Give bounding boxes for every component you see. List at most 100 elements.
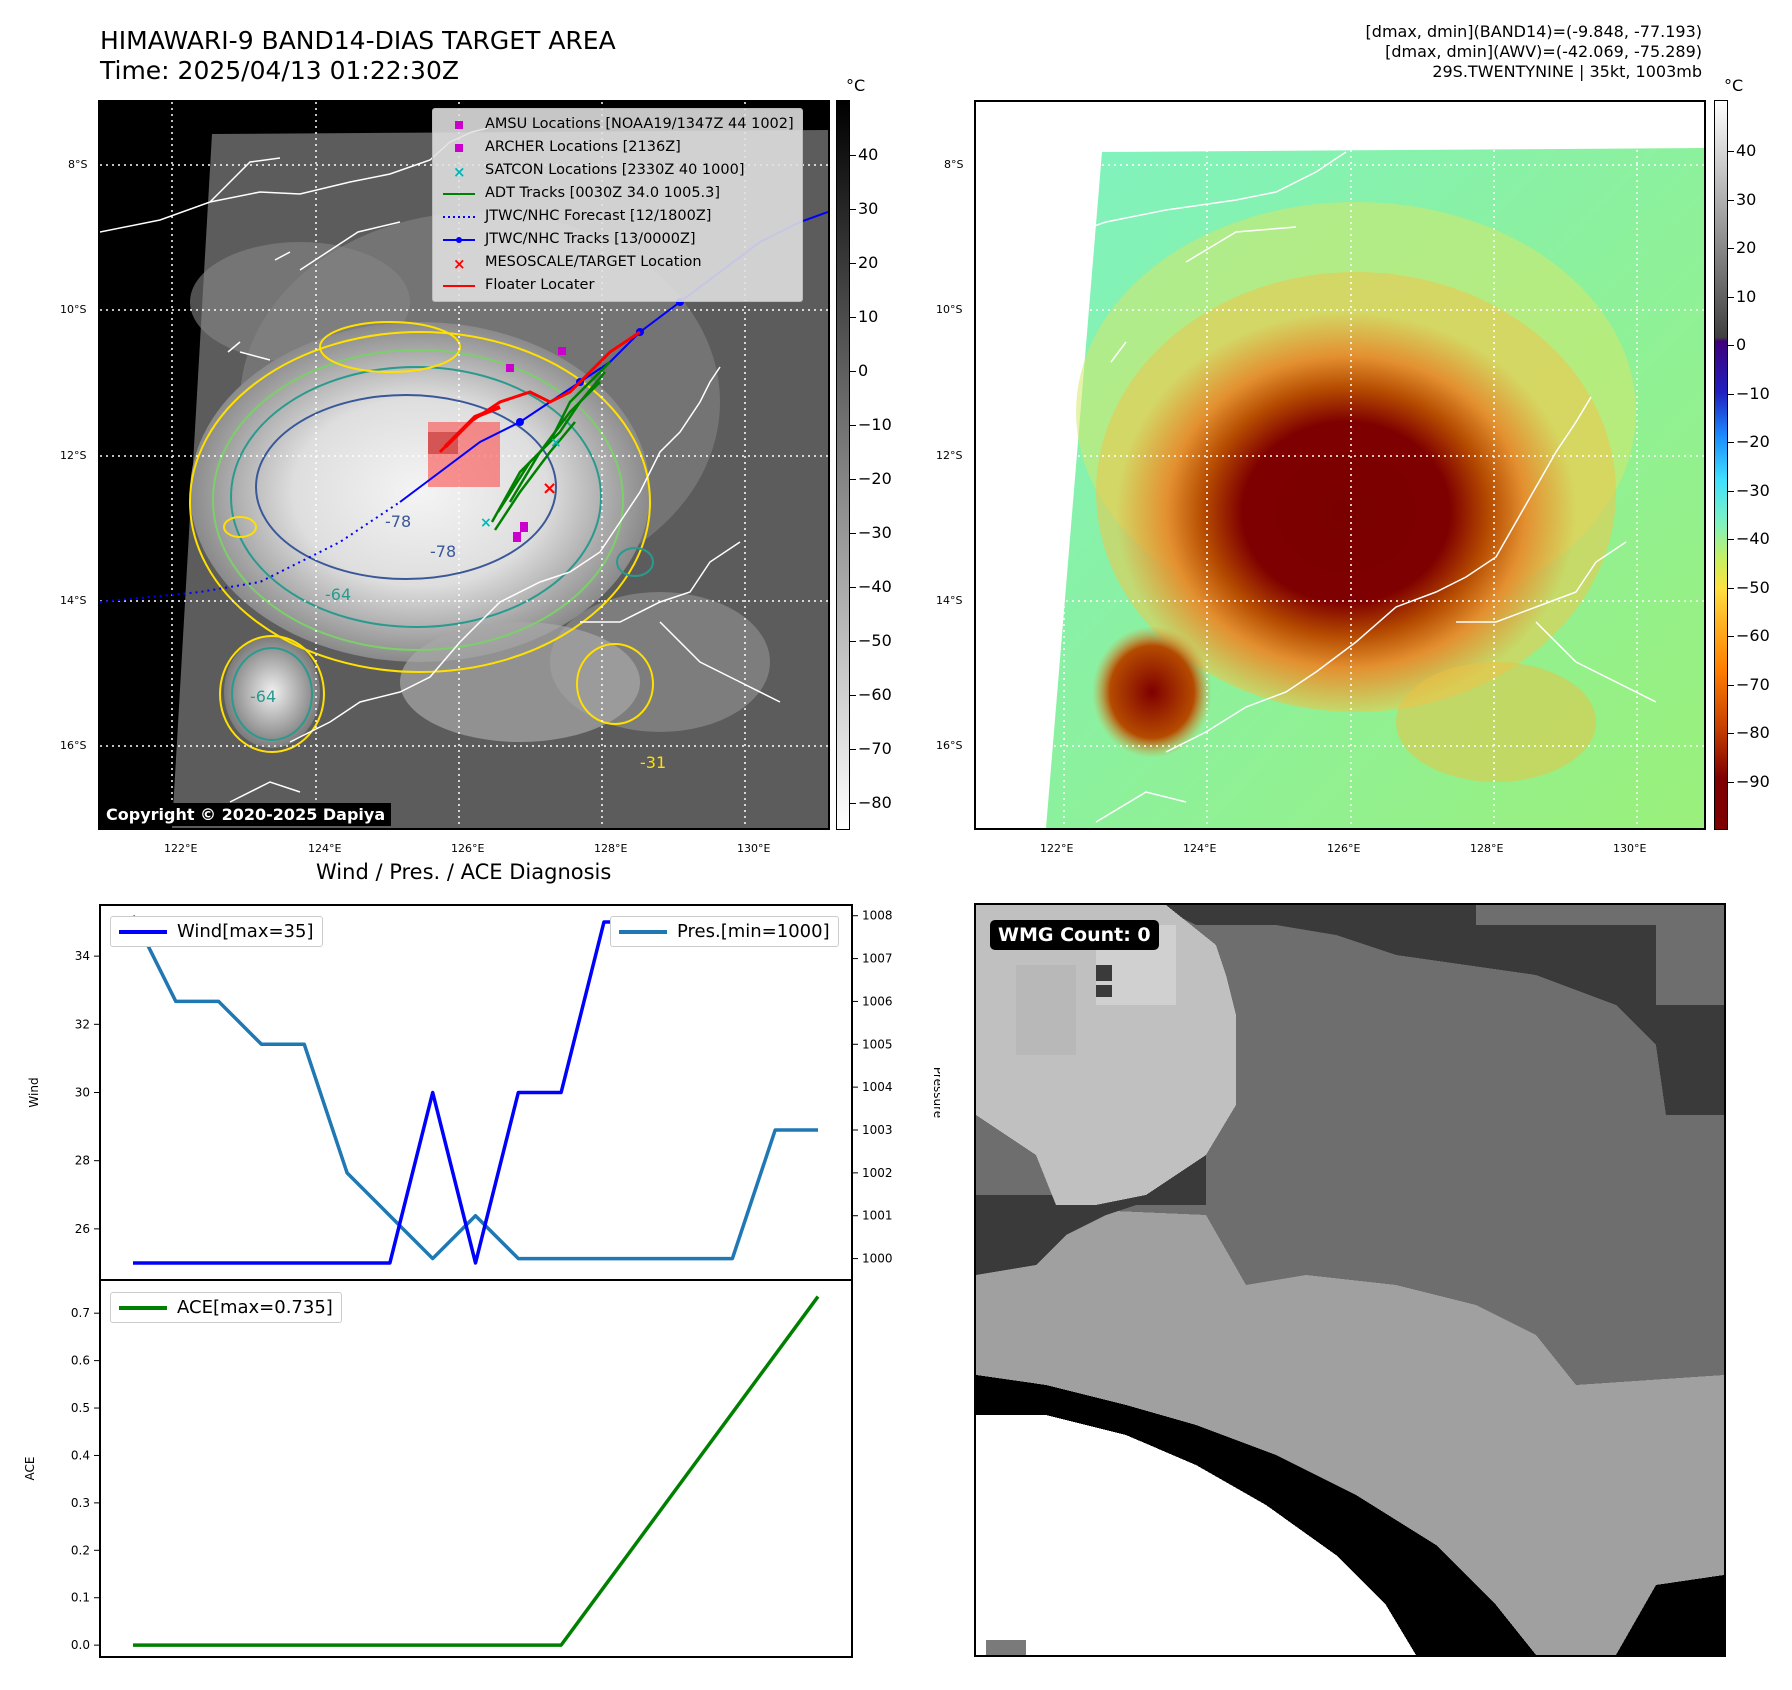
info-line-3: 29S.TWENTYNINE | 35kt, 1003mb <box>1432 62 1702 81</box>
awv-colorbar-tickmark <box>1728 684 1734 686</box>
awv-colorbar-tick: 30 <box>1736 189 1757 209</box>
awv-colorbar-tickmark <box>1728 151 1734 152</box>
ace-tick-label: 0.3 <box>71 1496 90 1510</box>
ir-legend: AMSU Locations [NOAA19/1347Z 44 1002] AR… <box>432 108 803 302</box>
wind-tick-label: 26 <box>75 1222 90 1236</box>
awv-map-panel <box>974 100 1706 830</box>
ir-colorbar-tickmark <box>850 155 856 156</box>
awv-core <box>1116 312 1576 712</box>
ir-colorbar-tickmark <box>850 641 856 642</box>
ir-colorbar-tickmark <box>850 209 856 210</box>
awv-colorbar-tick: −40 <box>1736 529 1770 548</box>
wind-pressure-axes <box>99 904 853 1281</box>
ir-colorbar-tickmark <box>850 749 856 750</box>
awv-colorbar-tickmark <box>1728 490 1734 492</box>
awv-colorbar-tick: −30 <box>1736 480 1770 500</box>
awv-colorbar-tick: −80 <box>1736 723 1770 742</box>
legend-item-adt: ADT Tracks [0030Z 34.0 1005.3] <box>441 182 794 205</box>
mesoscale-target-marker: × <box>542 478 557 499</box>
pressure-tick-label: 1000 <box>862 1252 893 1266</box>
awv-colorbar-tick: −60 <box>1736 626 1770 645</box>
legend-item-archer: ARCHER Locations [2136Z] <box>441 136 794 159</box>
awv-map-svg <box>976 102 1704 828</box>
ir-lat-tick: 8°S <box>68 158 88 171</box>
ir-lat-tick: 12°S <box>60 449 87 462</box>
awv-lon-tick: 126°E <box>1327 842 1361 855</box>
ir-colorbar-tick: −40 <box>858 577 892 596</box>
amsu-marker <box>506 364 514 372</box>
awv-lat-tick: 10°S <box>936 303 963 316</box>
pressure-tick-label: 1003 <box>862 1123 893 1137</box>
awv-colorbar-unit: °C <box>1724 76 1744 95</box>
awv-lat-tick: 14°S <box>936 594 963 607</box>
contour-label-4: -64 <box>250 687 276 706</box>
ir-colorbar-tick: −20 <box>858 469 892 488</box>
pressure-legend: Pres.[min=1000] <box>610 916 839 947</box>
awv-colorbar-tickmark <box>1728 587 1734 589</box>
wind-series-line <box>133 920 818 1265</box>
ace-tick-label: 0.5 <box>71 1401 90 1415</box>
legend-item-satcon: × SATCON Locations [2330Z 40 1000] <box>441 159 794 182</box>
ir-lat-tick: 10°S <box>60 303 87 316</box>
wmg-svg <box>976 905 1724 1655</box>
ir-map-panel: -78 -78 -64 -64 -31 <box>98 100 830 830</box>
ir-colorbar-tickmark <box>850 371 856 372</box>
pressure-tick-label: 1001 <box>862 1209 893 1223</box>
awv-graticule <box>976 102 1704 828</box>
info-line-1: [dmax, dmin](BAND14)=(-9.848, -77.193) <box>1365 22 1702 41</box>
ace-tick-label: 0.7 <box>71 1306 90 1320</box>
wind-tick-label: 28 <box>75 1154 90 1168</box>
ir-colorbar-tick: −30 <box>858 523 892 542</box>
archer-marker <box>558 347 566 355</box>
pressure-tick-label: 1005 <box>862 1037 893 1051</box>
pressure-series-line <box>131 914 818 1261</box>
awv-colorbar-tickmark <box>1728 539 1734 540</box>
diagnosis-title: Wind / Pres. / ACE Diagnosis <box>316 860 612 884</box>
wind-tick-label: 30 <box>75 1086 90 1100</box>
pressure-tick-label: 1008 <box>862 909 893 923</box>
awv-colorbar-tick: 20 <box>1736 238 1757 257</box>
legend-line-icon <box>119 929 167 934</box>
legend-square-icon <box>455 120 463 129</box>
ir-colorbar-tick: 10 <box>858 307 879 326</box>
ir-colorbar-tickmark <box>850 695 856 696</box>
ace-tick-label: 0.6 <box>71 1354 90 1368</box>
awv-colorbar-tickmark <box>1728 733 1734 734</box>
pressure-tick-label: 1004 <box>862 1080 893 1094</box>
contour-label-1: -78 <box>385 512 411 531</box>
ace-axes <box>99 1279 853 1658</box>
ir-colorbar-tick: −80 <box>858 793 892 812</box>
awv-colorbar-tickmark <box>1728 199 1734 201</box>
awv-lon-tick: 130°E <box>1613 842 1647 855</box>
awv-colorbar-tickmark <box>1728 442 1734 443</box>
awv-colorbar-tickmark <box>1728 636 1734 637</box>
legend-line-icon <box>619 929 667 934</box>
ir-colorbar-tickmark <box>850 425 856 426</box>
ir-colorbar-tickmark <box>850 587 856 588</box>
legend-x-icon: × <box>453 163 466 181</box>
ir-colorbar <box>836 100 850 830</box>
ir-colorbar-tick: −70 <box>858 739 892 758</box>
ace-legend: ACE[max=0.735] <box>110 1292 342 1323</box>
ir-colorbar-tick: −10 <box>858 415 892 434</box>
ir-lat-tick: 16°S <box>60 739 87 752</box>
storm-info: [dmax, dmin](BAND14)=(-9.848, -77.193) [… <box>1366 22 1702 82</box>
legend-item-forecast: JTWC/NHC Forecast [12/1800Z] <box>441 205 794 228</box>
ir-lon-tick: 130°E <box>737 842 771 855</box>
ace-tick-label: 0.2 <box>71 1543 90 1557</box>
awv-colorbar-tick: −10 <box>1736 383 1770 403</box>
awv-colorbar-tick: −70 <box>1736 674 1770 694</box>
svg-text:×: × <box>550 435 562 451</box>
ir-colorbar-tickmark <box>850 317 856 318</box>
legend-item-mesoscale: × MESOSCALE/TARGET Location <box>441 251 794 274</box>
awv-colorbar <box>1714 100 1728 830</box>
awv-colorbar-tickmark <box>1728 781 1734 783</box>
svg-text:×: × <box>480 515 492 531</box>
legend-x-icon: × <box>453 255 466 273</box>
awv-lon-tick: 122°E <box>1040 842 1074 855</box>
awv-colorbar-tick: 40 <box>1736 141 1757 160</box>
ir-lon-tick: 122°E <box>164 842 198 855</box>
ace-series-line <box>133 1295 820 1647</box>
legend-line-icon <box>443 192 475 195</box>
ir-lat-tick: 14°S <box>60 594 87 607</box>
